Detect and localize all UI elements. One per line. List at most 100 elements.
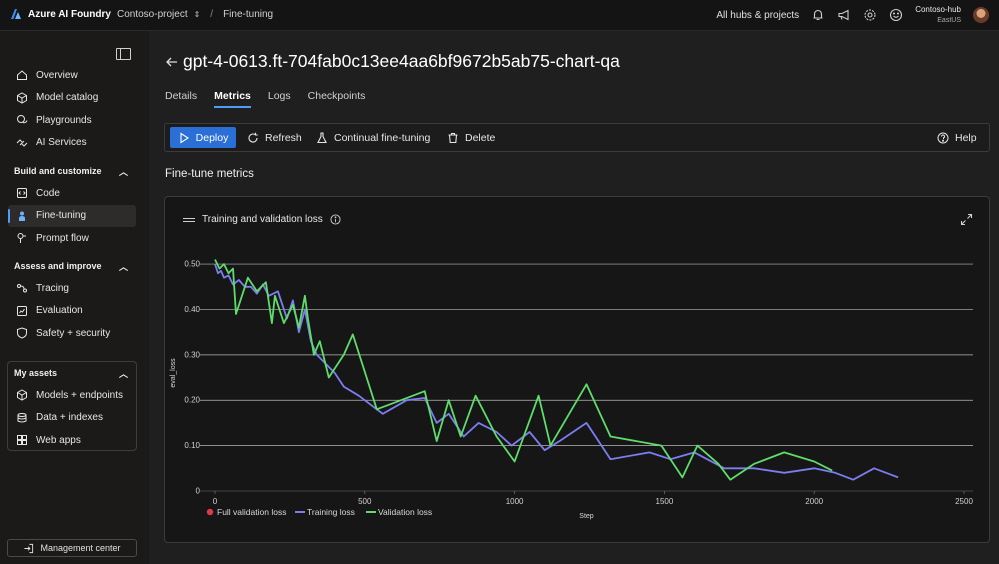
trash-icon: [448, 132, 458, 143]
x-tick-label: 2500: [955, 497, 973, 506]
x-axis-label: Step: [579, 513, 594, 520]
delete-button[interactable]: Delete: [447, 127, 495, 148]
sidebar-item-label: Tracing: [36, 282, 69, 294]
sidebar-item-label: Fine-tuning: [36, 210, 87, 222]
chart-header: Training and validation loss: [183, 214, 341, 225]
sign-in-icon: [24, 543, 34, 553]
tab-logs[interactable]: Logs: [267, 90, 291, 102]
legend-label: Validation loss: [378, 507, 432, 517]
sidebar-item-models-endpoints[interactable]: Models + endpoints: [8, 384, 136, 407]
refresh-button[interactable]: Refresh: [247, 127, 302, 148]
section-title: Assess and improve: [14, 261, 102, 271]
chevron-up-icon[interactable]: ︿: [118, 261, 128, 272]
y-axis-label: eval_loss: [170, 358, 177, 388]
info-icon[interactable]: [330, 214, 341, 225]
back-arrow-icon[interactable]: [165, 55, 179, 69]
y-tick-label: 0.30: [184, 350, 200, 359]
breadcrumb-project[interactable]: Contoso-project: [117, 9, 188, 20]
legend-swatch: [206, 508, 214, 516]
section-title-fine-tune-metrics: Fine-tune metrics: [165, 168, 254, 180]
play-icon: [180, 131, 189, 144]
sidebar-item-tracing[interactable]: Tracing: [8, 277, 136, 300]
database-icon: [17, 412, 27, 423]
x-tick-label: 1000: [506, 497, 524, 506]
top-bar: Azure AI Foundry Contoso-project ⇕ / Fin…: [0, 0, 999, 31]
sidebar-item-web-apps[interactable]: Web apps: [8, 429, 136, 452]
deploy-label: Deploy: [195, 131, 229, 144]
drag-handle-icon[interactable]: [183, 216, 195, 224]
y-tick-label: 0.20: [184, 396, 200, 405]
management-center-button[interactable]: Management center: [7, 539, 137, 557]
chevron-up-icon[interactable]: ︿: [118, 368, 128, 379]
y-tick-label: 0.40: [184, 305, 200, 314]
tab-checkpoints[interactable]: Checkpoints: [307, 90, 366, 102]
series-line-training-loss: [214, 263, 899, 481]
x-tick-label: 0: [213, 497, 218, 506]
sidebar-item-overview[interactable]: Overview: [8, 64, 136, 87]
sidebar-item-label: Web apps: [36, 434, 81, 446]
home-icon: [17, 70, 27, 81]
section-header-build[interactable]: Build and customize ︿: [8, 160, 136, 182]
section-header-assess[interactable]: Assess and improve ︿: [8, 255, 136, 277]
series-line-validation-loss: [214, 259, 833, 481]
breadcrumb: Contoso-project ⇕ / Fine-tuning: [117, 9, 273, 20]
brand[interactable]: Azure AI Foundry: [10, 8, 111, 20]
sidebar-item-prompt-flow[interactable]: Prompt flow: [8, 227, 136, 250]
continual-fine-tuning-button[interactable]: Continual fine-tuning: [316, 127, 430, 148]
gear-icon[interactable]: [863, 8, 877, 22]
sidebar-item-label: Safety + security: [36, 327, 111, 339]
sidebar-item-ai-services[interactable]: AI Services: [8, 132, 136, 155]
link-icon: [16, 139, 28, 147]
tab-metrics[interactable]: Metrics: [214, 90, 251, 108]
sidebar-item-label: AI Services: [36, 137, 87, 149]
loss-chart-card: Training and validation loss 0 0.10 0.20 0.…: [164, 196, 990, 543]
cube-icon: [17, 389, 27, 401]
sidebar-item-safety[interactable]: Safety + security: [8, 322, 136, 345]
continual-label: Continual fine-tuning: [334, 131, 431, 144]
megaphone-icon[interactable]: [837, 8, 851, 22]
help-button[interactable]: Help: [937, 127, 977, 148]
sidebar-item-label: Data + indexes: [36, 412, 103, 424]
loss-chart: 0 0.10 0.20 0.30 0.40 0.50 0 500 1000 1500 2000 250…: [170, 259, 973, 520]
delete-label: Delete: [465, 131, 496, 144]
section-title: Build and customize: [14, 166, 102, 176]
x-tick-label: 2000: [805, 497, 823, 506]
sidebar-item-playgrounds[interactable]: Playgrounds: [8, 109, 136, 132]
my-assets-panel: My assets ︿ Models + endpoints Data + in…: [7, 361, 137, 451]
x-tick-label: 1500: [656, 497, 674, 506]
tracing-icon: [17, 284, 27, 293]
sidebar-item-label: Playgrounds: [36, 114, 92, 126]
bell-icon[interactable]: [811, 8, 825, 22]
section-header-assets[interactable]: My assets ︿: [8, 362, 136, 384]
section-title: My assets: [14, 368, 58, 378]
tab-details[interactable]: Details: [165, 90, 198, 102]
deploy-button[interactable]: Deploy: [170, 127, 236, 148]
x-tick-label: 500: [358, 497, 372, 506]
chevron-up-icon[interactable]: ︿: [118, 166, 128, 177]
help-icon: [937, 132, 949, 143]
sidebar-item-label: Model catalog: [36, 92, 99, 104]
breadcrumb-page[interactable]: Fine-tuning: [223, 9, 274, 20]
avatar[interactable]: [973, 7, 989, 23]
main-content: gpt-4-0613.ft-704fab0c13ee4aa6bf9672b5ab…: [149, 31, 999, 564]
hub-info[interactable]: Contoso-hub EastUS: [915, 4, 961, 26]
breadcrumb-separator: /: [210, 9, 214, 20]
azure-logo-icon: [11, 9, 21, 19]
refresh-label: Refresh: [265, 131, 302, 144]
sidebar-item-data-indexes[interactable]: Data + indexes: [8, 407, 136, 430]
refresh-icon: [248, 132, 258, 143]
sidebar-item-model-catalog[interactable]: Model catalog: [8, 87, 136, 110]
sidebar-collapse-icon[interactable]: [116, 48, 131, 60]
smiley-icon[interactable]: [889, 8, 903, 22]
all-hubs-link[interactable]: All hubs & projects: [716, 9, 800, 21]
tab-bar: Details Metrics Logs Checkpoints: [165, 90, 382, 108]
top-right-controls: All hubs & projects Contoso-hub EastUS: [716, 4, 989, 26]
sidebar-item-evaluation[interactable]: Evaluation: [8, 300, 136, 323]
chart-title: Training and validation loss: [202, 214, 323, 225]
cube-icon: [17, 92, 27, 104]
chat-icon: [17, 115, 28, 124]
chevron-updown-icon[interactable]: ⇕: [193, 10, 201, 19]
sidebar-item-code[interactable]: Code: [8, 182, 136, 205]
sidebar-item-fine-tuning[interactable]: Fine-tuning: [8, 204, 136, 227]
expand-icon[interactable]: [960, 213, 973, 226]
